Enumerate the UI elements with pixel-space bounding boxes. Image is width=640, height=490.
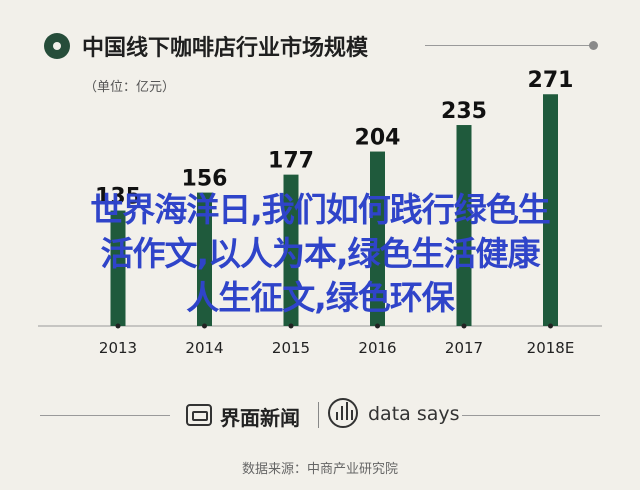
footer-brand-row: 界面新闻 data says [0,396,640,436]
overlay-line-1: 世界海洋日,我们如何践行绿色生 [90,190,551,229]
overlay-line-2: 活作文,以人为本,绿色生活健康 [100,234,540,273]
jiemian-logo-icon [186,404,212,426]
brand-separator [318,402,319,428]
title-row: 中国线下咖啡店行业市场规模 [40,28,600,64]
tick-dot-2016 [375,323,380,329]
value-label-2017: 235 [441,99,487,124]
bar-2017 [456,125,472,326]
value-label-2013: 135 [95,185,141,210]
tick-dot-2014 [202,323,207,329]
title-bullet-icon [44,33,70,59]
bar-2013 [110,210,126,326]
bar-2015 [283,174,299,326]
tick-dot-2013 [115,323,121,329]
x-tick-label-2013: 2013 [99,339,137,357]
x-tick-label-2015: 2015 [272,339,310,357]
bar-2018E [543,94,558,326]
datasays-brand: data says [368,403,460,425]
x-tick-label-2017: 2017 [445,339,483,357]
tick-dot-2017 [461,323,467,329]
x-tick-label-2018E: 2018E [527,339,575,357]
data-source: 数据来源：中商产业研究院 [241,462,398,477]
unit-label: （单位：亿元） [84,80,176,95]
tick-dot-2018E [548,323,553,329]
chart-title: 中国线下咖啡店行业市场规模 [82,36,369,61]
bar-2014 [197,192,212,326]
title-rule [425,45,590,46]
footer-rule-right [462,415,600,416]
jiemian-brand: 界面新闻 [220,406,300,430]
value-label-2018E: 271 [528,68,574,93]
tick-dot-2015 [288,323,294,329]
overlay-line-3: 人生征文,绿色环保 [186,278,455,317]
bar-2016 [370,151,385,326]
watermark-overlay-text: 世界海洋日,我们如何践行绿色生 活作文,以人为本,绿色生活健康 人生征文,绿色环… [0,188,640,320]
footer-rule-left [40,415,170,416]
title-rule-dot-icon [589,41,598,50]
value-label-2016: 204 [355,126,401,151]
x-tick-label-2016: 2016 [358,339,396,357]
value-label-2014: 156 [182,167,228,192]
datasays-logo-icon [328,398,358,428]
value-label-2015: 177 [268,149,314,174]
bar-chart: 135 2013 156 2014 177 2015 204 2016 235 2017 271 20… [38,68,602,357]
x-tick-label-2014: 2014 [185,339,223,357]
